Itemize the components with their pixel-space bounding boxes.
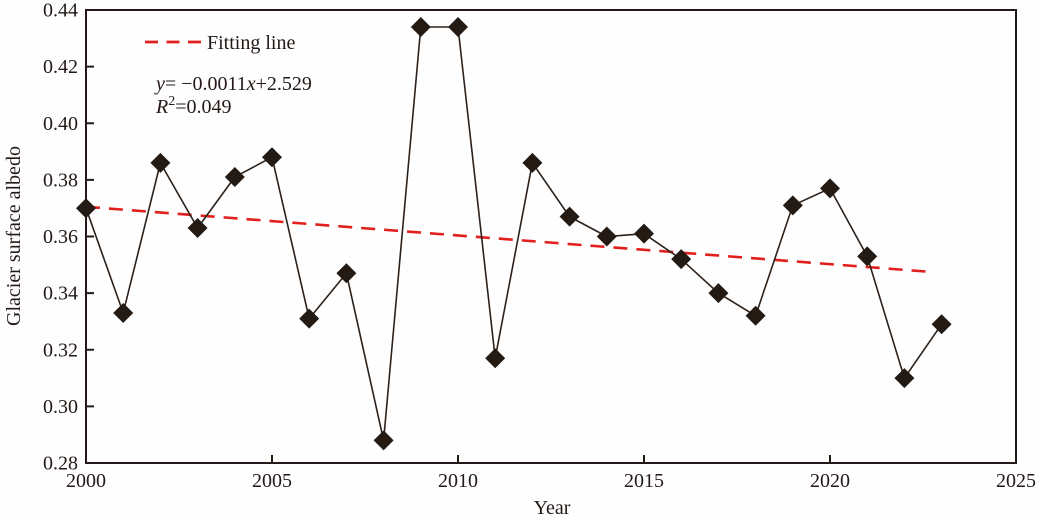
- y-tick-label: 0.42: [43, 56, 78, 78]
- fit-r-squared: R2=0.049: [155, 94, 232, 118]
- y-tick-label: 0.34: [43, 283, 78, 305]
- y-tick-label: 0.30: [43, 396, 78, 418]
- x-tick-label: 2005: [252, 470, 292, 492]
- data-point-2017: [708, 283, 729, 304]
- y-tick-label: 0.38: [43, 169, 78, 191]
- data-point-2000: [76, 198, 96, 219]
- data-point-2021: [857, 246, 878, 267]
- data-point-2013: [559, 206, 580, 227]
- data-point-2009: [410, 16, 431, 37]
- albedo-series: [76, 16, 952, 451]
- data-point-2002: [150, 152, 171, 173]
- legend-label: Fitting line: [207, 32, 295, 54]
- y-tick-label: 0.36: [43, 226, 78, 248]
- data-point-2008: [373, 430, 394, 451]
- data-point-2018: [745, 305, 766, 326]
- data-point-2003: [187, 218, 208, 239]
- x-tick-label: 2010: [438, 470, 478, 492]
- data-point-2012: [522, 152, 543, 173]
- x-tick-label: 2015: [624, 470, 664, 492]
- data-point-2023: [931, 314, 952, 335]
- data-point-2005: [262, 147, 282, 168]
- fit-equation: y= −0.0011x+2.529: [154, 73, 312, 95]
- data-point-2006: [299, 308, 320, 329]
- y-tick-label: 0.28: [43, 453, 78, 475]
- data-point-2014: [596, 226, 617, 247]
- y-tick-label: 0.32: [43, 339, 78, 361]
- x-tick-label: 2020: [810, 470, 850, 492]
- data-point-2020: [820, 178, 840, 199]
- fitting-line: [85, 205, 931, 274]
- data-point-2016: [671, 249, 692, 270]
- data-point-2010: [448, 16, 468, 37]
- data-point-2004: [224, 167, 245, 188]
- data-point-2019: [782, 195, 803, 216]
- y-tick-label: 0.44: [43, 0, 78, 22]
- data-point-2011: [485, 348, 506, 369]
- x-axis: 2000 2005 2010 2015 2020 2025: [66, 455, 1036, 492]
- data-point-2001: [113, 302, 134, 323]
- fitting-line-group: [85, 205, 931, 274]
- data-point-2022: [894, 368, 915, 389]
- x-axis-title: Year: [534, 497, 571, 519]
- data-point-2015: [634, 223, 654, 244]
- y-axis: 0.28 0.30 0.32 0.34 0.36 0.38 0.40 0.42 0.44: [43, 0, 94, 475]
- x-tick-label: 2025: [996, 470, 1036, 492]
- y-tick-label: 0.40: [43, 113, 78, 135]
- x-tick-label: 2000: [66, 470, 106, 492]
- y-axis-title: Glacier surface albedo: [3, 146, 25, 326]
- data-point-2007: [336, 263, 357, 284]
- legend: Fitting line y= −0.0011x+2.529 R2=0.049: [145, 32, 312, 118]
